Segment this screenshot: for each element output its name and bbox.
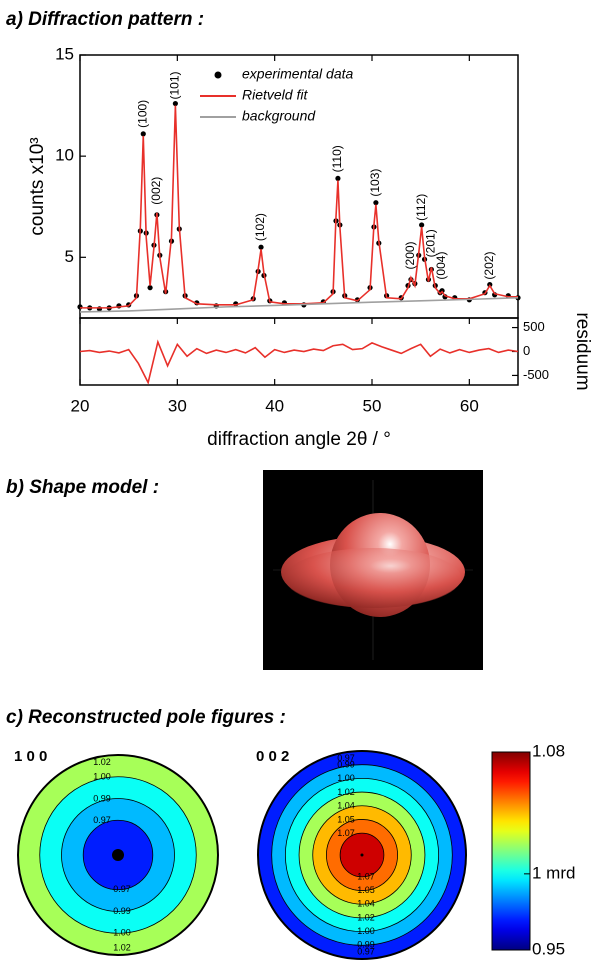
peak-label: (100) [135,100,149,128]
colorbar-tick-label: 0.95 [532,939,565,958]
y-tick-label: 5 [65,247,74,266]
legend-label: background [242,108,316,124]
contour-label: 1.04 [357,899,375,909]
peak-label: (102) [253,213,267,241]
colorbar [492,752,530,950]
pole-center [112,849,124,861]
contour-label: 1.00 [93,772,111,782]
peak-label: (112) [414,194,428,221]
contour-label: 1.02 [337,787,355,797]
series-line [80,342,518,383]
data-point [373,200,378,205]
section-title: c) Reconstructed pole figures : [6,707,286,728]
contour-label: 1.05 [337,814,355,824]
contour-label: 1.00 [357,926,375,936]
series-line [80,298,518,312]
peak-label: (004) [434,252,448,280]
contour-label: 0.99 [113,906,131,916]
contour-label: 1.07 [337,828,355,838]
x-tick-label: 60 [460,396,479,415]
contour-label: 1.00 [337,773,355,783]
colorbar-tick-label: 1.08 [532,741,565,760]
contour-label: 0.99 [357,940,375,950]
legend-label: experimental data [242,66,354,82]
peak-label: (110) [330,145,344,172]
legend-marker [215,72,222,79]
contour-label: 0.97 [93,815,111,825]
y-tick-label: 0 [523,343,530,358]
contour-label: 1.07 [357,871,375,881]
peak-label: (103) [368,169,382,197]
contour-label: 1.02 [113,942,131,952]
peak-label: (202) [482,252,496,280]
contour-label: 1.00 [113,928,131,938]
peak-label: (200) [403,241,417,269]
pole-figure-label: 0 0 2 [256,748,289,765]
contour-label: 1.05 [357,885,375,895]
contour-label: 0.99 [93,793,111,803]
figure: a) Diffraction pattern : b) Shape model … [0,0,604,965]
series-line [80,106,518,308]
peak-label: (101) [168,71,182,99]
y-tick-label: -500 [523,367,549,382]
x-tick-label: 40 [265,396,284,415]
data-point [173,101,178,106]
x-axis-label: diffraction angle 2θ / ° [207,429,391,450]
contour-label: 1.02 [93,757,111,767]
colorbar-tick-label: 1 mrd [532,863,575,882]
contour-label: 0.99 [337,760,355,770]
contour-label: 0.97 [113,884,131,894]
data-point [147,285,152,290]
data-point [141,131,146,136]
data-point [419,222,424,227]
x-tick-label: 50 [363,396,382,415]
y-axis-label: counts x10³ [27,137,48,235]
data-point [258,245,263,250]
y-tick-label: 500 [523,319,545,334]
pole-center [361,854,364,857]
contour-label: 1.04 [337,801,355,811]
y-axis-label: residuum [572,312,593,390]
section-title: b) Shape model : [6,477,159,498]
y-tick-label: 10 [55,146,74,165]
contour-label: 1.02 [357,912,375,922]
data-point [335,176,340,181]
shape-model [263,470,483,670]
data-point [77,304,82,309]
x-tick-label: 20 [71,396,90,415]
x-tick-label: 30 [168,396,187,415]
legend-label: Rietveld fit [242,87,308,103]
pole-figure-label: 1 0 0 [14,748,47,765]
section-title: a) Diffraction pattern : [6,9,204,30]
y-tick-label: 15 [55,44,74,63]
peak-label: (002) [149,177,163,205]
